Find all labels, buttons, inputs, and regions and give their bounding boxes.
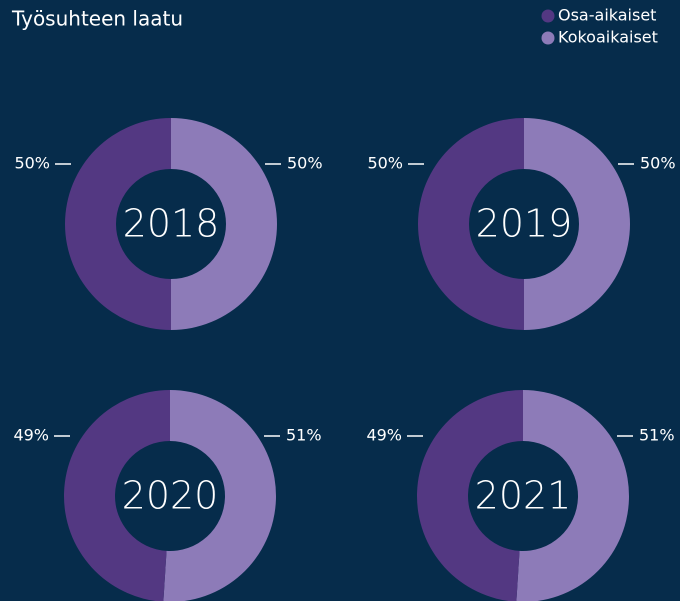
donut-slice (524, 118, 630, 330)
donut-slice (64, 390, 170, 601)
donut-slice (418, 118, 524, 330)
donut-slice (171, 118, 277, 330)
page-title: Työsuhteen laatu (11, 7, 183, 31)
value-label: 50% (367, 154, 403, 173)
donut-slice (163, 390, 276, 601)
value-label: 50% (640, 154, 676, 173)
value-label: 50% (14, 154, 50, 173)
donut-center-label: 2021 (475, 474, 572, 518)
legend-label: Osa-aikaiset (558, 6, 656, 25)
value-label: 50% (287, 154, 323, 173)
legend-label: Kokoaikaiset (558, 28, 658, 47)
value-label: 51% (639, 426, 675, 445)
donut-slice (516, 390, 629, 601)
donut-center-label: 2020 (122, 474, 219, 518)
value-label: 49% (366, 426, 402, 445)
donut-center-label: 2018 (123, 202, 220, 246)
legend-swatch (541, 9, 555, 23)
donut-slice (65, 118, 171, 330)
value-label: 49% (13, 426, 49, 445)
donut-center-label: 2019 (476, 202, 573, 246)
value-label: 51% (286, 426, 322, 445)
donut-slice (417, 390, 523, 601)
legend-swatch (541, 31, 555, 45)
